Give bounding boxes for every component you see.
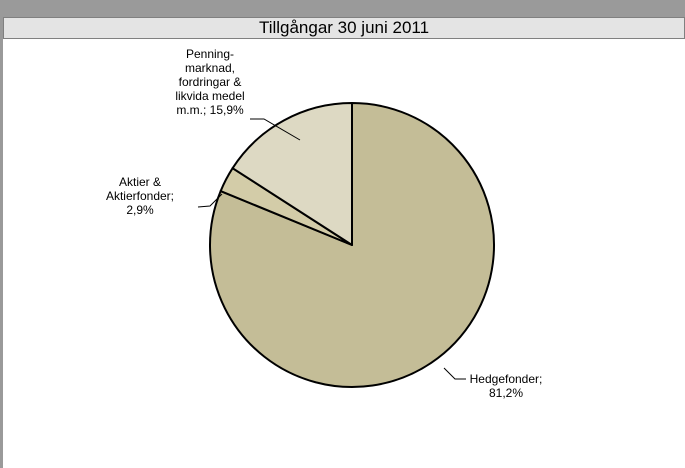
leader-line	[250, 118, 301, 141]
category-label: Penning-marknad, fordringar & likvida me…	[175, 47, 245, 117]
pie-slice	[231, 102, 353, 246]
chart-title: Tillgångar 30 juni 2011	[3, 17, 685, 39]
value-label: 81,2%	[488, 386, 524, 400]
leader-line	[197, 193, 223, 208]
value-label: 2,9%	[126, 203, 154, 217]
slice-label: Hedgefonder; 81,2%	[466, 372, 546, 400]
category-label: Hedgefonder;	[469, 372, 543, 386]
slice-label: Penning-marknad, fordringar & likvida me…	[169, 47, 251, 117]
value-label: 15,9%	[209, 103, 244, 117]
category-label: Aktier & Aktierfonder;	[105, 175, 175, 203]
leader-line	[443, 367, 466, 380]
slice-label: Aktier & Aktierfonder; 2,9%	[100, 175, 180, 217]
